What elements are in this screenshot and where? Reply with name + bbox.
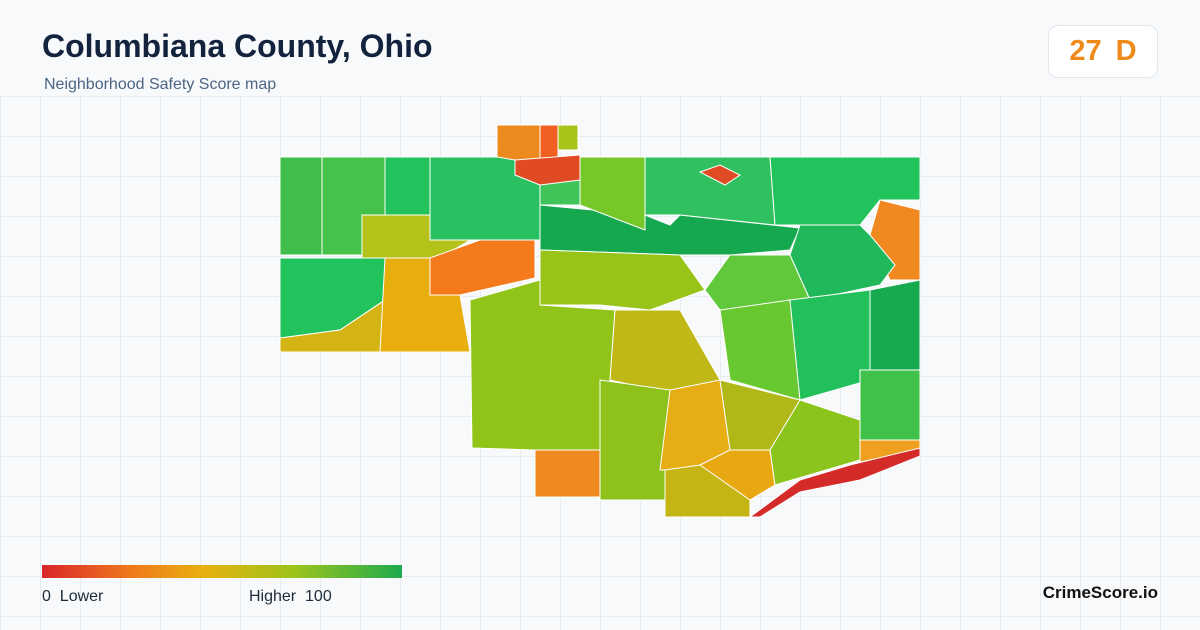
title: Columbiana County, Ohio — [42, 28, 433, 64]
region — [599, 379, 671, 501]
score-grade: D — [1115, 35, 1137, 67]
header: Columbiana County, Ohio Neighborhood Saf… — [0, 0, 1200, 96]
county-regions — [279, 124, 921, 518]
legend-high: Higher 100 — [249, 588, 332, 606]
region — [789, 289, 871, 401]
score-badge: 27 D — [1048, 25, 1158, 78]
region — [579, 156, 646, 231]
region — [279, 156, 323, 256]
region — [557, 124, 579, 151]
legend-max: 100 — [305, 588, 332, 605]
score-value: 27 — [1069, 35, 1102, 67]
region — [698, 164, 741, 186]
subtitle: Neighborhood Safety Score map — [44, 76, 277, 93]
region — [496, 124, 541, 161]
region — [859, 369, 921, 441]
legend-gradient — [42, 565, 402, 578]
legend-low: 0 Lower — [42, 588, 103, 606]
region — [514, 154, 581, 186]
region — [384, 156, 431, 221]
legend-min-label: Lower — [59, 588, 104, 605]
region — [748, 447, 921, 518]
region — [429, 239, 536, 296]
region — [644, 156, 776, 226]
region — [539, 249, 706, 311]
region — [534, 449, 601, 498]
legend-min: 0 — [42, 588, 51, 605]
brand: CrimeScore.io — [1042, 583, 1158, 602]
legend-max-label: Higher — [249, 588, 297, 605]
region — [869, 279, 921, 371]
region — [539, 124, 559, 159]
region — [769, 399, 861, 486]
